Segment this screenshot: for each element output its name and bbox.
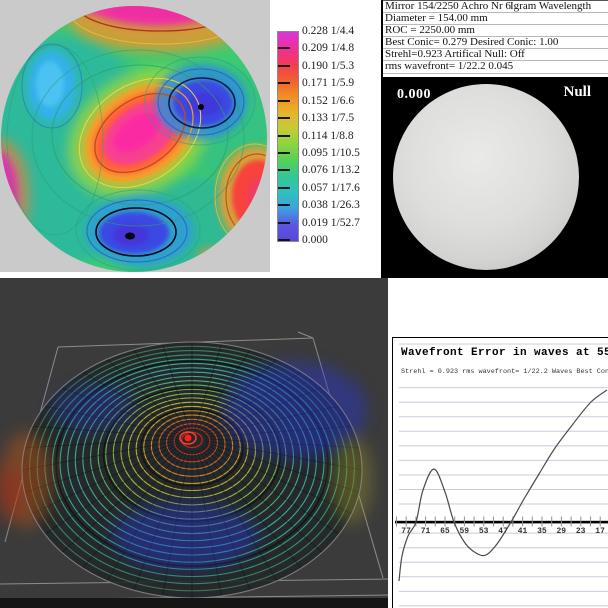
chart-subtitle: Strehl = 0.923 rms wavefront= 1/22.2 Wav…	[399, 368, 608, 376]
scale-label: 0.095 1/10.5	[302, 146, 360, 159]
x-axis-label: 59	[459, 527, 470, 536]
scale-tick	[278, 117, 290, 120]
scale-tick	[278, 221, 290, 224]
scale-label: 0.209 1/4.8	[302, 42, 355, 55]
scale-label: 0.057 1/17.6	[302, 181, 360, 194]
info-row: Best Conic= 0.279 Desired Conic: 1.00	[383, 37, 608, 50]
scale-tick	[278, 169, 290, 172]
x-axis-label: 47	[498, 527, 508, 536]
x-axis-label: 35	[537, 527, 547, 536]
x-axis-label: 77	[401, 527, 411, 536]
contour-min-dot-lower	[125, 232, 135, 240]
chart-title: Wavefront Error in waves at 550nm	[398, 346, 608, 360]
x-axis-label: 17	[595, 527, 605, 536]
mirror-info-panel: Mirror 154/2250 Achro Nr 6 Igram Waveleng…	[383, 0, 608, 74]
x-axis-label: 41	[517, 527, 528, 536]
scale-tick	[278, 134, 290, 137]
scale-label: 0.000	[302, 234, 328, 246]
x-axis-label: 65	[440, 527, 450, 536]
null-igram-panel: 0.000 Null	[383, 77, 608, 278]
info-row: ROC = 2250.00 mm	[383, 25, 608, 38]
x-axis-label: 23	[575, 527, 586, 536]
x-axis-label: 53	[478, 527, 489, 536]
analysis-summary-area: Mirror 154/2250 Achro Nr 6 Igram Waveleng…	[383, 0, 608, 283]
surface-3d-plot	[0, 331, 388, 601]
profile-chart-plot	[395, 343, 608, 607]
scale-tick	[278, 47, 290, 50]
scale-label: 0.152 1/6.6	[302, 94, 355, 107]
igram-null-label: Null	[563, 84, 591, 100]
scale-label: 0.228 1/4.4	[302, 25, 355, 37]
x-axis-label: 29	[556, 527, 567, 536]
contour-min-dot-upper	[198, 104, 204, 110]
scale-tick	[278, 186, 290, 189]
wavefront-scale-legend: 0.228 1/4.4 0.209 1/4.8 0.190 1/5.3 0.171 1…	[270, 0, 381, 285]
scale-label: 0.038 1/26.3	[302, 199, 360, 212]
scale-tick	[278, 239, 290, 241]
scale-label: 0.076 1/13.2	[302, 164, 360, 177]
info-row: Diameter = 154.00 mm	[383, 13, 608, 26]
surface-floor-shade	[0, 598, 388, 608]
igram-defocus-value: 0.000	[397, 87, 431, 102]
x-axis-label: 71	[420, 527, 431, 536]
scale-label: 0.133 1/7.5	[302, 112, 355, 125]
surface-3d-panel	[0, 278, 388, 608]
scale-tick	[278, 82, 290, 85]
scale-tick	[278, 99, 290, 102]
scale-label: 0.190 1/5.3	[302, 59, 355, 72]
profile-chart-panel: Wavefront Error in waves at 550nm Strehl…	[392, 337, 608, 608]
wavefront-contour-map	[1, 6, 267, 272]
info-row: rms wavefront= 1/22.2 0.045	[383, 61, 608, 74]
panel-divider	[381, 0, 383, 278]
scale-tick	[278, 151, 290, 154]
info-row: Strehl=0.923 Artifical Null: Off	[383, 49, 608, 62]
wavefront-contour-panel	[0, 0, 270, 272]
scale-label: 0.114 1/8.8	[302, 129, 354, 142]
scale-tick	[278, 64, 290, 67]
color-scale-bar	[277, 31, 299, 242]
info-row: Mirror 154/2250 Achro Nr 6 Igram Waveleng…	[383, 1, 608, 14]
scale-label: 0.171 1/5.9	[302, 77, 355, 90]
scale-label: 0.019 1/52.7	[302, 216, 360, 229]
scale-tick	[278, 204, 290, 207]
igram-disc	[393, 84, 579, 270]
